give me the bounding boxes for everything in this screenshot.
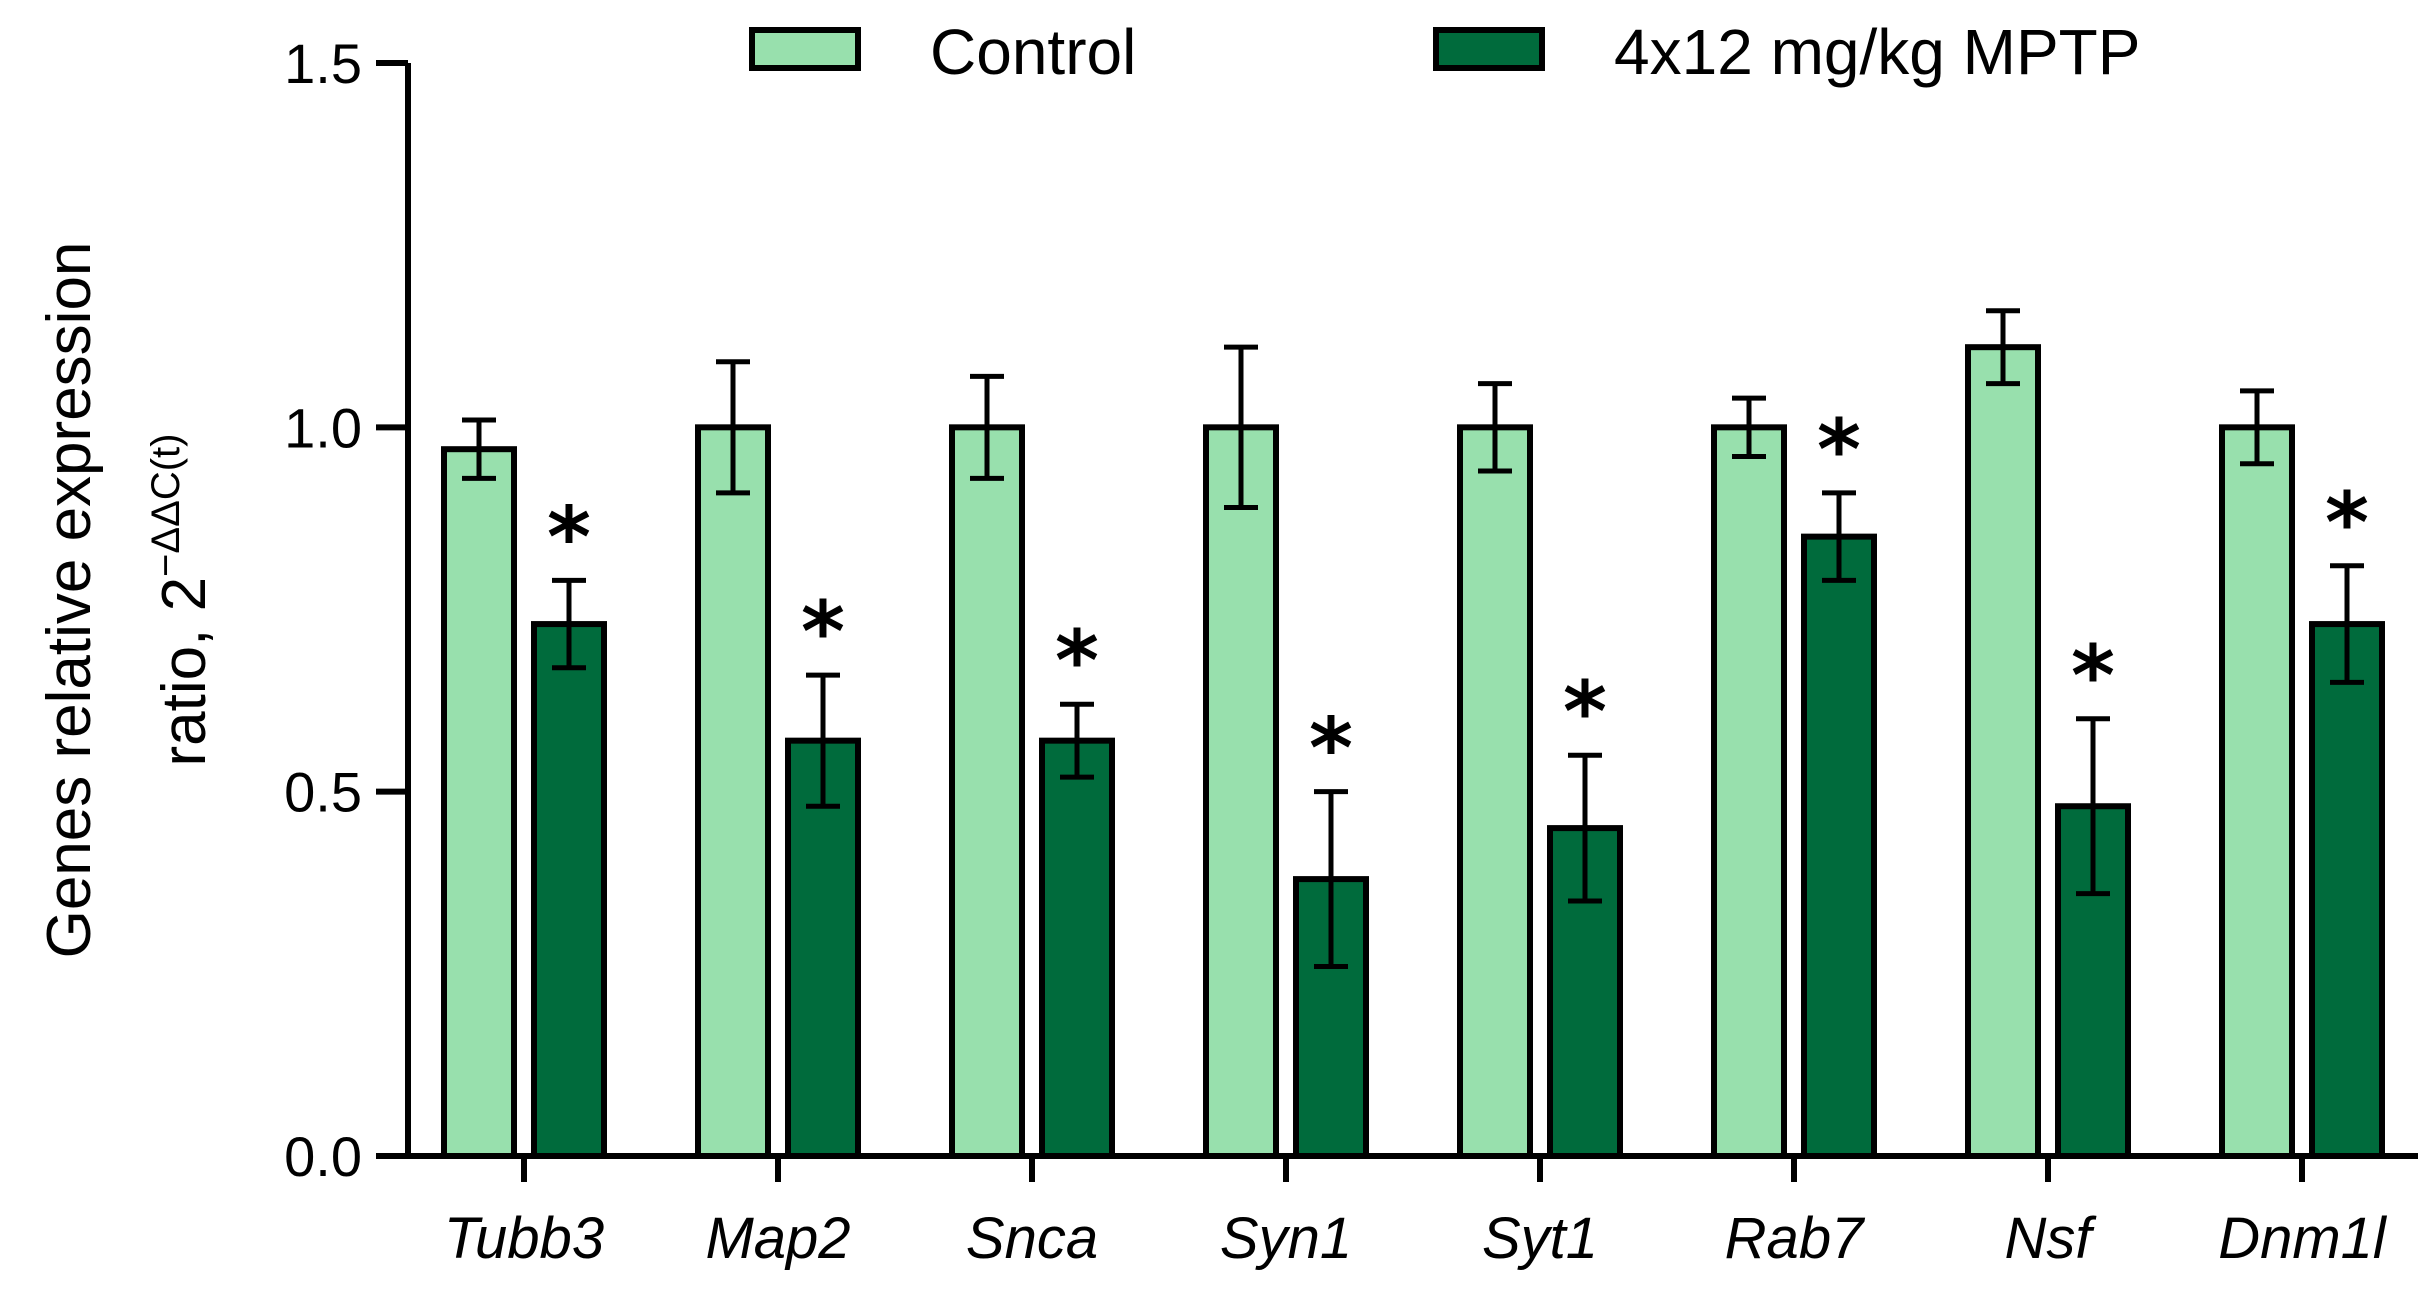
- x-tick-label: Syt1: [1482, 1206, 1598, 1271]
- significance-star: *: [1309, 700, 1353, 798]
- y-axis-label-line2: ratio, 2−ΔΔC(t): [144, 434, 219, 767]
- legend-label-mptp: 4x12 mg/kg MPTP: [1614, 16, 2140, 88]
- bar-control: [1965, 344, 2041, 1159]
- bar-mptp: [1039, 737, 1115, 1159]
- x-tick-label: Syn1: [1220, 1206, 1352, 1271]
- y-tick-label: 1.5: [284, 32, 362, 95]
- bar-control: [1711, 424, 1787, 1160]
- y-axis-label-2: ratio, 2−ΔΔC(t): [144, 434, 219, 767]
- y-tick-label: 0.0: [284, 1125, 362, 1188]
- x-tick-label: Tubb3: [444, 1206, 604, 1271]
- y-axis-label-superscript: −ΔΔC(t): [144, 434, 188, 577]
- significance-star: *: [1055, 612, 1099, 710]
- y-tick-label: 0.5: [284, 761, 362, 824]
- y-axis-label: Genes relative expression: [35, 242, 104, 959]
- bar-mptp: [531, 621, 607, 1159]
- significance-star: *: [1817, 401, 1861, 499]
- significance-star: *: [801, 583, 845, 681]
- y-axis-label-line1: Genes relative expression: [35, 242, 104, 959]
- y-axis-label-prefix: ratio, 2: [150, 577, 219, 767]
- bar-control: [1203, 424, 1279, 1160]
- bar-mptp: [1801, 533, 1877, 1159]
- legend-swatch-mptp: [1433, 27, 1545, 71]
- x-tick-labels: Tubb3 Map2 Snca Syn1 Syt1 Rab7 Nsf Dnm1l: [444, 1206, 2388, 1271]
- significance-star: *: [547, 488, 591, 586]
- significance-star: *: [2071, 627, 2115, 725]
- bar-control: [1457, 424, 1533, 1160]
- significance-star: *: [1563, 663, 1607, 761]
- x-tick-label: Snca: [966, 1206, 1098, 1271]
- legend-label-control: Control: [930, 16, 1136, 88]
- bars: * * * * * * * *: [441, 308, 2385, 1160]
- x-tick-label: Rab7: [1725, 1206, 1866, 1271]
- bar-control: [441, 446, 517, 1159]
- bar-control: [695, 424, 771, 1160]
- x-tick-label: Nsf: [2005, 1206, 2098, 1271]
- significance-star: *: [2325, 474, 2369, 572]
- bar-control: [949, 424, 1025, 1160]
- bar-control: [2219, 424, 2295, 1160]
- bar-mptp: [2309, 621, 2385, 1159]
- legend: Control 4x12 mg/kg MPTP: [749, 16, 2140, 88]
- y-tick-label: 1.0: [284, 396, 362, 459]
- x-tick-label: Map2: [705, 1206, 850, 1271]
- x-tick-label: Dnm1l: [2218, 1206, 2388, 1271]
- legend-swatch-control: [749, 27, 861, 71]
